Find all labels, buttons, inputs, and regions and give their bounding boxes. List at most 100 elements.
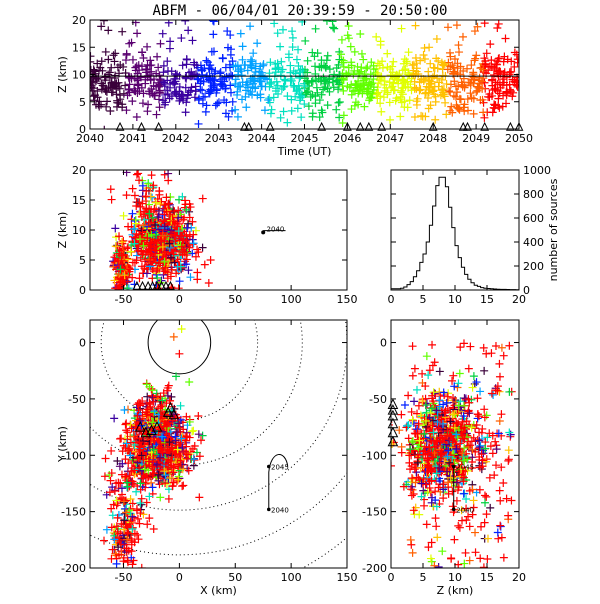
source-point <box>332 63 341 72</box>
source-point <box>233 87 242 96</box>
source-point <box>480 366 489 375</box>
y-tick-label: -150 <box>61 506 86 519</box>
source-point <box>177 434 186 443</box>
source-point <box>288 43 297 52</box>
source-point <box>468 457 477 466</box>
source-point <box>496 521 505 530</box>
source-point <box>165 44 174 53</box>
source-point <box>383 49 392 58</box>
source-point <box>182 55 191 64</box>
source-point <box>154 206 163 215</box>
source-point <box>164 199 173 208</box>
source-point <box>300 100 309 109</box>
source-point <box>447 554 456 563</box>
source-point <box>456 403 465 412</box>
source-point <box>160 257 169 266</box>
source-point <box>469 94 478 103</box>
source-point <box>287 106 296 115</box>
source-point <box>375 76 384 85</box>
source-point <box>134 80 143 89</box>
source-point <box>497 533 506 542</box>
source-point <box>161 479 170 488</box>
source-point <box>425 443 434 452</box>
source-point <box>206 256 215 265</box>
source-point <box>423 488 432 497</box>
source-point <box>138 181 147 190</box>
x-tick-label: 10 <box>448 571 462 584</box>
source-point <box>136 499 145 508</box>
x-tick-label: 2040 <box>76 132 104 145</box>
source-point <box>323 51 332 60</box>
source-point <box>279 83 288 92</box>
x-tick-label: 20 <box>512 571 526 584</box>
source-point <box>410 364 419 373</box>
source-point <box>369 65 378 74</box>
source-point <box>167 392 176 401</box>
source-point <box>181 73 190 82</box>
source-point <box>329 83 338 92</box>
source-point <box>413 409 422 418</box>
source-point <box>106 476 115 485</box>
source-point <box>428 453 437 462</box>
source-point <box>430 82 439 91</box>
source-point <box>104 55 113 64</box>
source-point <box>105 68 114 77</box>
source-point <box>187 67 196 76</box>
source-point <box>374 88 383 97</box>
source-point <box>178 465 187 474</box>
source-point <box>504 446 513 455</box>
source-point <box>301 90 310 99</box>
source-point <box>486 503 495 512</box>
source-point <box>469 496 478 505</box>
source-point <box>442 425 451 434</box>
source-point <box>404 391 413 400</box>
source-point <box>424 104 433 113</box>
source-point <box>487 389 496 398</box>
source-point <box>424 543 433 552</box>
source-point <box>454 483 463 492</box>
source-point <box>350 47 359 56</box>
source-point <box>471 528 480 537</box>
source-point <box>170 88 179 97</box>
source-point <box>139 455 148 464</box>
source-point <box>456 95 465 104</box>
source-point <box>150 436 159 445</box>
source-point <box>103 97 112 106</box>
source-point <box>137 247 146 256</box>
source-point <box>362 64 371 73</box>
source-point <box>198 99 207 108</box>
source-point <box>173 445 182 454</box>
source-point <box>175 92 184 101</box>
source-point <box>335 55 344 64</box>
source-point <box>108 545 117 554</box>
source-point <box>123 91 132 100</box>
source-point <box>287 76 296 85</box>
source-point <box>208 74 217 83</box>
x-tick-label: 50 <box>228 571 242 584</box>
x-tick-label: 5 <box>420 293 427 306</box>
source-point <box>470 27 479 36</box>
source-point <box>142 269 151 278</box>
source-point <box>131 219 140 228</box>
source-point <box>466 342 475 351</box>
source-point <box>182 412 191 421</box>
source-point <box>464 78 473 87</box>
source-point <box>133 29 142 38</box>
source-point <box>295 72 304 81</box>
source-point <box>512 50 519 59</box>
source-point <box>246 87 255 96</box>
source-point <box>126 265 135 274</box>
y-tick-label: -200 <box>362 562 387 575</box>
source-point <box>139 221 148 230</box>
source-point <box>454 379 463 388</box>
source-point <box>372 90 381 99</box>
source-point <box>454 41 463 50</box>
source-point <box>493 528 502 537</box>
source-point <box>512 80 519 89</box>
source-point <box>139 241 148 250</box>
source-point <box>253 39 262 48</box>
source-point <box>127 536 136 545</box>
source-point <box>459 412 468 421</box>
source-point <box>123 523 132 532</box>
source-point <box>499 351 508 360</box>
